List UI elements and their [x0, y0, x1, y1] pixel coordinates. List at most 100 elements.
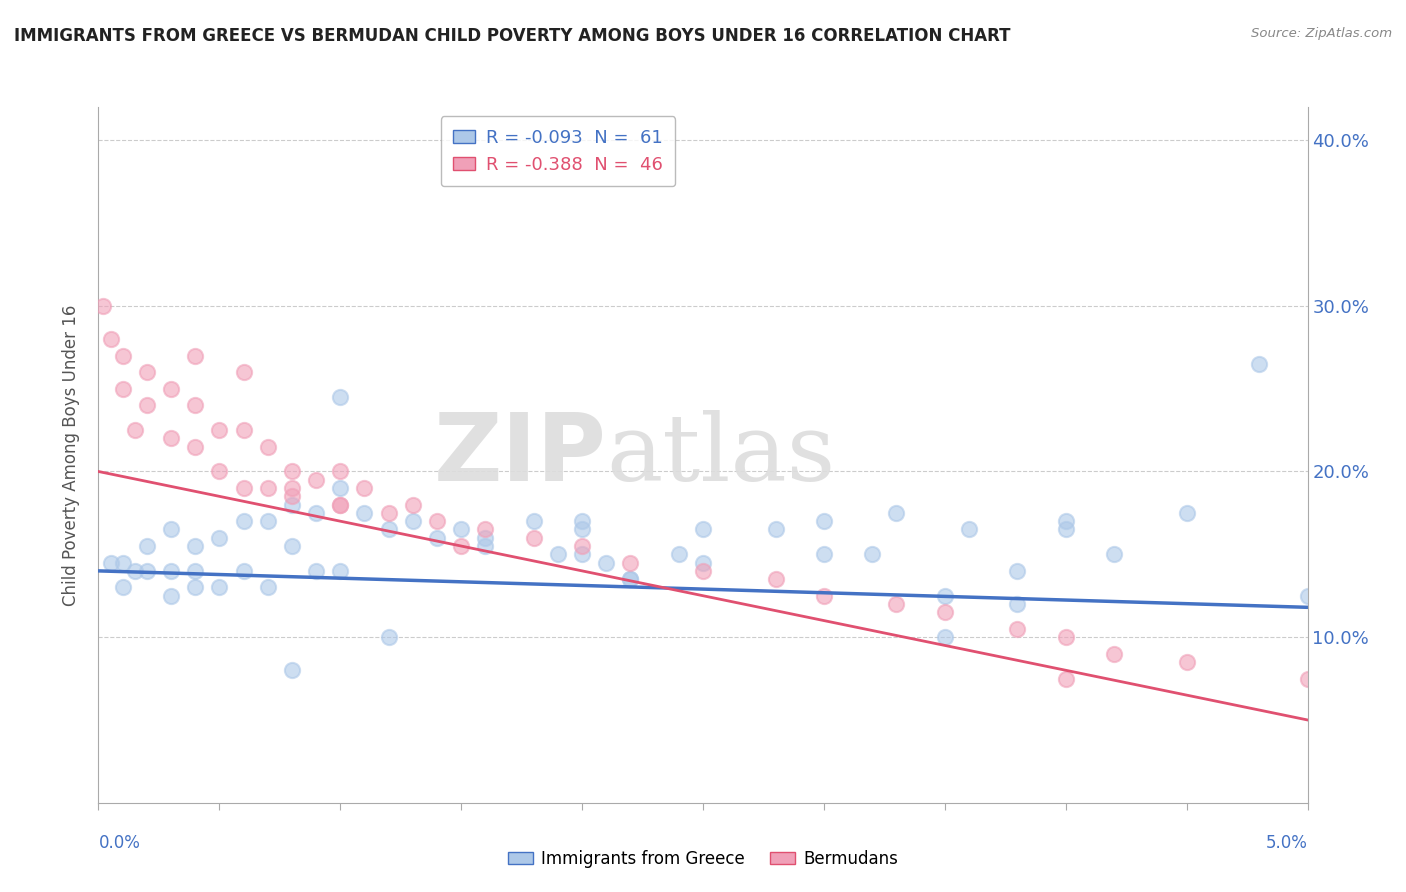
Point [184, 398, 207, 412]
Point [426, 531, 449, 545]
Point [281, 489, 304, 503]
Point [111, 349, 134, 363]
Legend: Immigrants from Greece, Bermudans: Immigrants from Greece, Bermudans [501, 844, 905, 875]
Point [256, 514, 278, 528]
Point [135, 365, 157, 379]
Point [111, 382, 134, 396]
Point [135, 398, 157, 412]
Point [474, 523, 496, 537]
Point [329, 481, 352, 495]
Point [1054, 672, 1077, 686]
Point [1007, 564, 1029, 578]
Point [281, 663, 304, 677]
Text: IMMIGRANTS FROM GREECE VS BERMUDAN CHILD POVERTY AMONG BOYS UNDER 16 CORRELATION: IMMIGRANTS FROM GREECE VS BERMUDAN CHILD… [14, 27, 1011, 45]
Point [184, 564, 207, 578]
Text: 5.0%: 5.0% [1265, 834, 1308, 852]
Point [1007, 597, 1029, 611]
Point [232, 423, 254, 437]
Point [523, 531, 546, 545]
Point [1296, 672, 1319, 686]
Point [256, 440, 278, 454]
Point [571, 523, 593, 537]
Point [281, 498, 304, 512]
Point [329, 498, 352, 512]
Point [184, 440, 207, 454]
Point [111, 556, 134, 570]
Point [111, 581, 134, 595]
Point [329, 498, 352, 512]
Point [934, 589, 956, 603]
Point [1054, 514, 1077, 528]
Point [377, 506, 399, 520]
Point [813, 547, 835, 561]
Point [1175, 506, 1198, 520]
Point [1102, 647, 1125, 661]
Point [232, 564, 254, 578]
Point [619, 556, 641, 570]
Point [474, 531, 496, 545]
Point [886, 597, 908, 611]
Point [100, 332, 122, 346]
Text: atlas: atlas [606, 410, 835, 500]
Point [256, 581, 278, 595]
Point [668, 547, 690, 561]
Point [957, 523, 980, 537]
Point [160, 382, 183, 396]
Point [619, 572, 641, 586]
Point [450, 539, 472, 553]
Point [692, 564, 714, 578]
Point [184, 349, 207, 363]
Point [281, 481, 304, 495]
Point [160, 564, 183, 578]
Point [281, 465, 304, 479]
Point [934, 605, 956, 619]
Point [571, 547, 593, 561]
Point [1054, 630, 1077, 644]
Point [1296, 589, 1319, 603]
Point [305, 506, 328, 520]
Point [232, 514, 254, 528]
Point [1102, 547, 1125, 561]
Point [160, 589, 183, 603]
Point [426, 514, 449, 528]
Point [124, 423, 146, 437]
Point [595, 556, 617, 570]
Point [377, 630, 399, 644]
Point [1249, 357, 1271, 371]
Point [208, 423, 231, 437]
Point [208, 465, 231, 479]
Point [765, 572, 787, 586]
Point [765, 523, 787, 537]
Point [1054, 523, 1077, 537]
Point [353, 481, 375, 495]
Point [329, 390, 352, 404]
Point [135, 564, 157, 578]
Point [281, 539, 304, 553]
Point [208, 531, 231, 545]
Text: ZIP: ZIP [433, 409, 606, 501]
Text: Source: ZipAtlas.com: Source: ZipAtlas.com [1251, 27, 1392, 40]
Point [1007, 622, 1029, 636]
Point [184, 539, 207, 553]
Point [377, 523, 399, 537]
Point [571, 539, 593, 553]
Point [813, 589, 835, 603]
Point [353, 506, 375, 520]
Point [1175, 655, 1198, 669]
Point [91, 299, 114, 313]
Point [813, 514, 835, 528]
Point [329, 465, 352, 479]
Point [208, 581, 231, 595]
Legend: R = -0.093  N =  61, R = -0.388  N =  46: R = -0.093 N = 61, R = -0.388 N = 46 [440, 116, 675, 186]
Point [692, 523, 714, 537]
Point [124, 564, 146, 578]
Point [135, 539, 157, 553]
Point [100, 556, 122, 570]
Point [860, 547, 883, 561]
Point [692, 556, 714, 570]
Point [886, 506, 908, 520]
Point [305, 564, 328, 578]
Point [547, 547, 569, 561]
Point [160, 431, 183, 445]
Point [571, 514, 593, 528]
